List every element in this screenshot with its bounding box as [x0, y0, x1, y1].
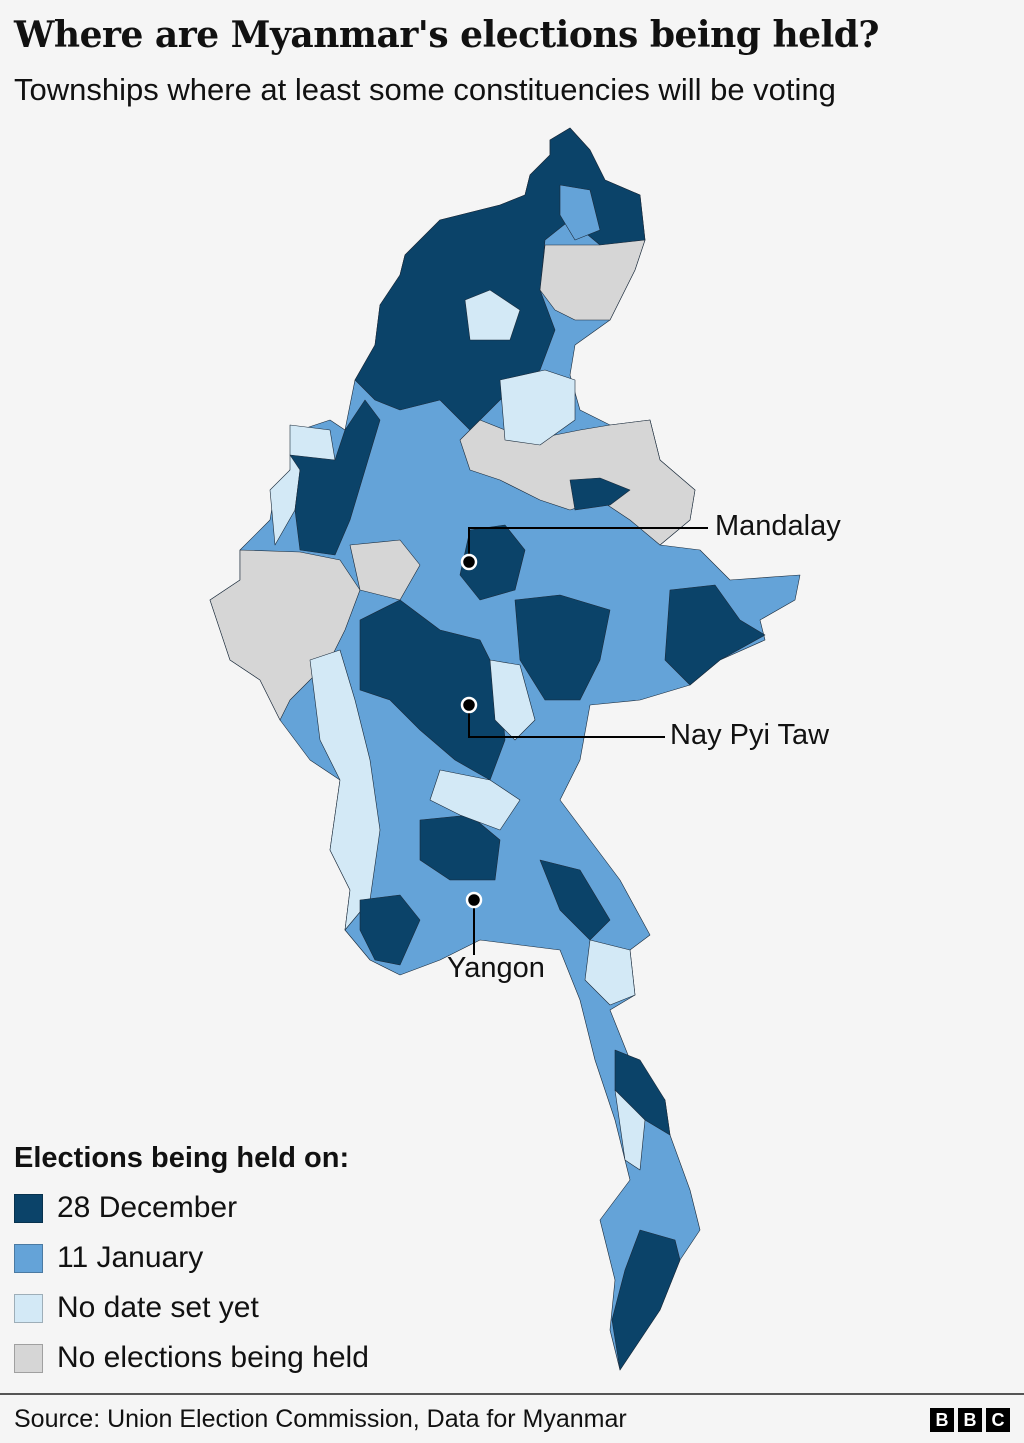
region-dec28-east1 [569, 477, 631, 511]
region-nodate-karen [584, 939, 636, 1006]
region-none-central-west [349, 539, 421, 601]
legend-item-jan11: 11 January [14, 1233, 369, 1283]
source-note: Source: Union Election Commission, Data … [14, 1405, 627, 1433]
region-dec28-tanintharyi-south [611, 1229, 681, 1371]
page-subtitle: Townships where at least some constituen… [14, 72, 836, 107]
legend-swatch [14, 1293, 43, 1323]
region-none-west [209, 549, 361, 721]
legend-swatch [14, 1243, 43, 1273]
mandalay-leader-line [468, 527, 708, 562]
legend-item-no-date: No date set yet [14, 1283, 369, 1333]
yangon-marker [465, 891, 483, 909]
region-nodate-bago [429, 769, 521, 831]
region-dec28-west-strip [289, 399, 381, 556]
region-nodate-central [489, 659, 536, 741]
legend-label: No elections being held [57, 1341, 369, 1374]
legend-item-dec28: 28 December [14, 1183, 369, 1233]
region-dec28-central-east [514, 594, 611, 701]
legend-swatch [14, 1343, 43, 1373]
legend-item-no-election: No elections being held [14, 1333, 369, 1383]
region-none-northeast [539, 239, 646, 321]
footer-divider [0, 1393, 1024, 1395]
region-nodate-rakhine [309, 649, 381, 931]
naypyitaw-marker [460, 696, 478, 714]
legend: Elections being held on: 28 December 11 … [14, 1142, 369, 1383]
city-label-yangon: Yangon [447, 952, 545, 984]
legend-label: 28 December [57, 1191, 238, 1224]
region-nodate-north [464, 289, 521, 341]
region-dec28-mandalay [459, 524, 526, 601]
page-title: Where are Myanmar's elections being held… [14, 14, 879, 56]
region-jan11-north [559, 184, 601, 241]
legend-title: Elections being held on: [14, 1142, 350, 1174]
region-nodate-tanintharyi [614, 1089, 646, 1171]
region-dec28-mon [539, 859, 611, 941]
naypyitaw-leader-line [468, 705, 665, 738]
city-label-naypyitaw: Nay Pyi Taw [670, 719, 830, 751]
region-dec28-shan-east [664, 584, 766, 686]
region-nodate-central-north [499, 369, 576, 446]
city-label-mandalay: Mandalay [715, 510, 841, 542]
legend-swatch [14, 1193, 43, 1223]
legend-label: 11 January [57, 1241, 204, 1274]
legend-label: No date set yet [57, 1291, 259, 1324]
mandalay-marker [460, 553, 478, 571]
region-dec28-delta [359, 894, 421, 966]
